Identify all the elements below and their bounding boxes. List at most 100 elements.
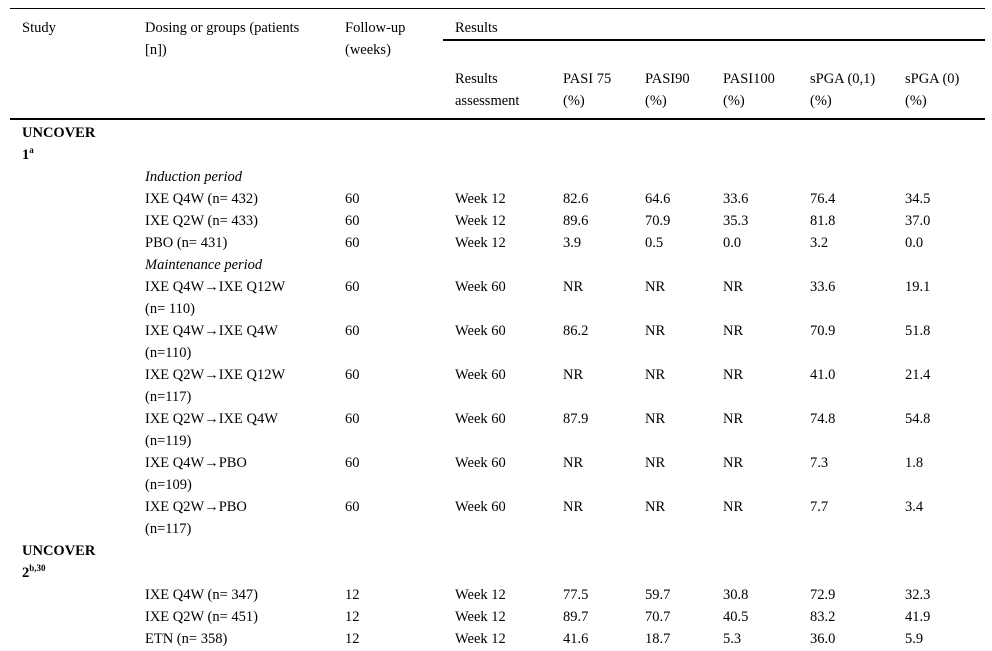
followup-cell: 60 (345, 191, 360, 207)
spga0-cell: 32.3 (905, 587, 931, 603)
dosing-cell: ETN (n= 358) (145, 631, 228, 647)
followup-cell: 12 (345, 609, 360, 625)
pasi90-cell: NR (645, 367, 666, 383)
pasi75-cell: 82.6 (563, 191, 589, 207)
header-spga-0: sPGA (0) (%) (905, 71, 960, 109)
spga0-cell: 34.5 (905, 191, 931, 207)
study-label: UNCOVER 1a (22, 125, 96, 163)
assessment-cell: Week 60 (455, 411, 506, 427)
dosing-cell: IXE Q2W→PBO (n=117) (145, 499, 247, 537)
study-superscript: a (29, 145, 34, 156)
assessment-cell: Week 12 (455, 631, 506, 647)
pasi90-cell: NR (645, 279, 666, 295)
spga0-cell: 3.4 (905, 499, 924, 515)
followup-cell: 60 (345, 499, 360, 515)
table-row-data: IXE Q4W (n= 432) 60 Week 12 82.6 64.6 33.6 76.… (10, 188, 985, 210)
header-dosing: Dosing or groups (patients [n]) (145, 20, 300, 58)
spga0-cell: 0.0 (905, 235, 924, 251)
followup-cell: 60 (345, 411, 360, 427)
pasi100-cell: 35.3 (723, 213, 749, 229)
table-header-row-2: Results assessment PASI 75 (%) PASI90 (%… (10, 63, 985, 118)
pasi90-cell: 59.7 (645, 587, 671, 603)
spga01-cell: 7.3 (810, 455, 829, 471)
dosing-cell: IXE Q4W→IXE Q4W (n=110) (145, 323, 278, 361)
pasi75-cell: 89.6 (563, 213, 589, 229)
empty-study-cell (22, 628, 145, 650)
empty-study-cell (22, 320, 145, 364)
pasi75-cell: NR (563, 455, 584, 471)
followup-cell: 12 (345, 587, 360, 603)
dosing-cell: IXE Q4W→IXE Q12W (n= 110) (145, 279, 286, 317)
dosing-cell: IXE Q2W (n= 451) (145, 609, 259, 625)
table-header: Study Dosing or groups (patients [n]) Fo… (10, 9, 985, 120)
spga01-cell: 41.0 (810, 367, 836, 383)
followup-cell: 60 (345, 455, 360, 471)
assessment-cell: Week 60 (455, 323, 506, 339)
spga0-cell: 21.4 (905, 367, 931, 383)
table-row-study: UNCOVER 1a (10, 122, 985, 166)
spga0-cell: 41.9 (905, 609, 931, 625)
followup-cell: 12 (345, 631, 360, 647)
dosing-cell: IXE Q2W→IXE Q12W (n=117) (145, 367, 286, 405)
table-body: UNCOVER 1a Induction period IXE Q4W (n= 432… (10, 120, 985, 651)
pasi90-cell: NR (645, 499, 666, 515)
table-row-study: UNCOVER 2b,30 (10, 540, 985, 584)
dosing-cell: IXE Q4W (n= 347) (145, 587, 259, 603)
pasi75-cell: 87.9 (563, 411, 589, 427)
table-row-data: IXE Q4W→IXE Q4W (n=110) 60 Week 60 86.2 NR NR… (10, 320, 985, 364)
table-row-data: IXE Q2W (n= 451) 12 Week 12 89.7 70.7 40.5 83.… (10, 606, 985, 628)
followup-cell: 60 (345, 235, 360, 251)
header-results-group: Results (443, 17, 985, 41)
pasi75-cell: 3.9 (563, 235, 582, 251)
pasi75-cell: NR (563, 367, 584, 383)
pasi90-cell: NR (645, 323, 666, 339)
assessment-cell: Week 12 (455, 235, 506, 251)
dosing-cell: IXE Q4W→PBO (n=109) (145, 455, 247, 493)
pasi100-cell: NR (723, 455, 744, 471)
pasi75-cell: 41.6 (563, 631, 589, 647)
table-row-data: IXE Q2W→IXE Q4W (n=119) 60 Week 60 87.9 NR NR… (10, 408, 985, 452)
assessment-cell: Week 60 (455, 455, 506, 471)
pasi90-cell: 64.6 (645, 191, 671, 207)
pasi100-cell: 33.6 (723, 191, 749, 207)
pasi100-cell: NR (723, 499, 744, 515)
assessment-cell: Week 60 (455, 499, 506, 515)
pasi100-cell: 30.8 (723, 587, 749, 603)
pasi100-cell: NR (723, 367, 744, 383)
header-spga-0-1: sPGA (0,1) (%) (810, 71, 876, 109)
spga01-cell: 33.6 (810, 279, 836, 295)
pasi90-cell: 70.7 (645, 609, 671, 625)
spga01-cell: 72.9 (810, 587, 836, 603)
pasi100-cell: NR (723, 411, 744, 427)
results-table: Study Dosing or groups (patients [n]) Fo… (10, 8, 985, 651)
pasi90-cell: 18.7 (645, 631, 671, 647)
spga01-cell: 70.9 (810, 323, 836, 339)
empty-study-cell (22, 210, 145, 232)
assessment-cell: Week 12 (455, 587, 506, 603)
spga01-cell: 3.2 (810, 235, 829, 251)
table-row-data: IXE Q4W→PBO (n=109) 60 Week 60 NR NR NR 7.3 1.8 (10, 452, 985, 496)
empty-study-cell (22, 276, 145, 320)
empty-study-cell (22, 496, 145, 540)
spga0-cell: 54.8 (905, 411, 931, 427)
period-label: Induction period (145, 169, 243, 185)
table-row-data: IXE Q2W→PBO (n=117) 60 Week 60 NR NR NR 7.7 3.4 (10, 496, 985, 540)
spga0-cell: 1.8 (905, 455, 924, 471)
pasi90-cell: 70.9 (645, 213, 671, 229)
pasi75-cell: NR (563, 499, 584, 515)
spga0-cell: 19.1 (905, 279, 931, 295)
pasi75-cell: 86.2 (563, 323, 589, 339)
empty-study-cell (22, 188, 145, 210)
empty-study-cell (22, 606, 145, 628)
table-row-data: IXE Q2W→IXE Q12W (n=117) 60 Week 60 NR NR NR 4… (10, 364, 985, 408)
assessment-cell: Week 60 (455, 367, 506, 383)
pasi90-cell: NR (645, 411, 666, 427)
pasi75-cell: 77.5 (563, 587, 589, 603)
empty-study-cell (22, 584, 145, 606)
study-label: UNCOVER 2b,30 (22, 543, 96, 581)
empty-study-cell (22, 364, 145, 408)
table-row-data: ETN (n= 358) 12 Week 12 41.6 18.7 5.3 36.0 5.9 (10, 628, 985, 650)
period-label: Maintenance period (145, 257, 263, 273)
table-row-data: IXE Q2W (n= 433) 60 Week 12 89.6 70.9 35.3 81.… (10, 210, 985, 232)
table-row-period: Maintenance period (10, 254, 985, 276)
